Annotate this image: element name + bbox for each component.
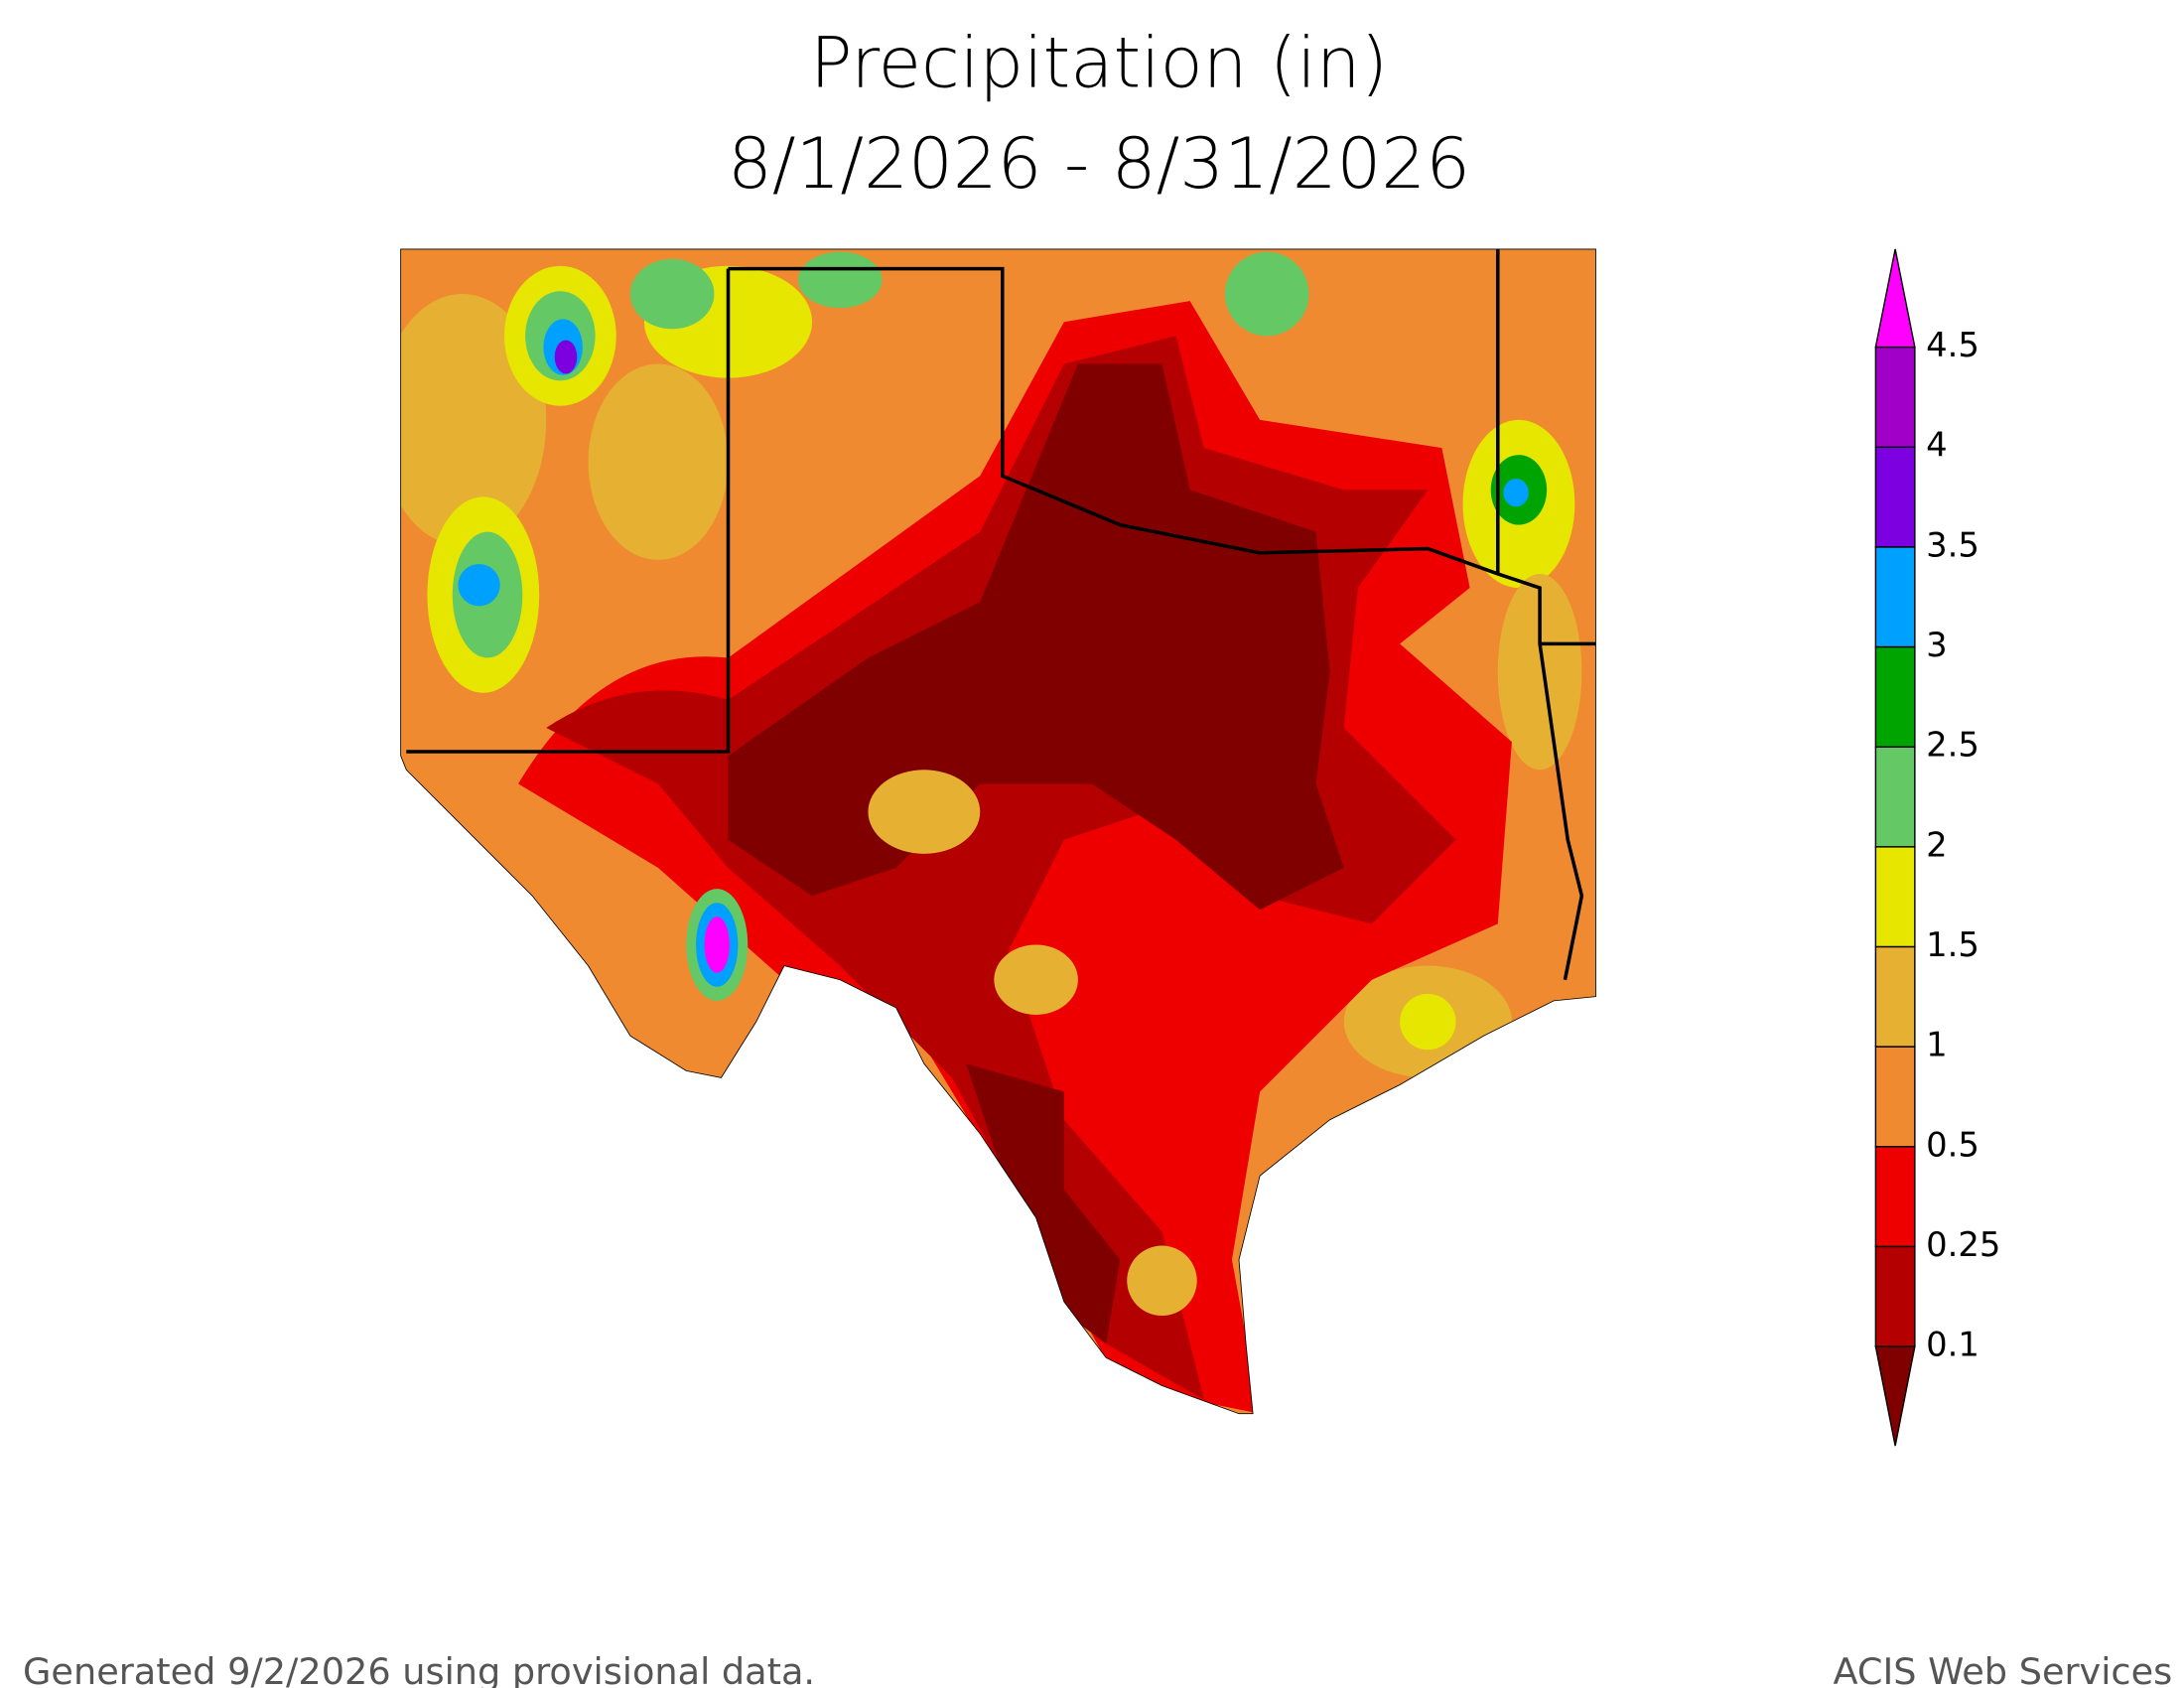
legend-swatch bbox=[1874, 446, 1916, 548]
legend-swatch bbox=[1874, 846, 1916, 948]
legend-swatch bbox=[1874, 1245, 1916, 1347]
legend-label: 1.5 bbox=[1926, 925, 1979, 964]
legend-swatch bbox=[1874, 945, 1916, 1048]
footer-left: Generated 9/2/2026 using provisional dat… bbox=[23, 1650, 815, 1688]
legend-swatch bbox=[1874, 546, 1916, 648]
legend-label: 2.5 bbox=[1926, 726, 1979, 765]
legend-label: 0.5 bbox=[1926, 1125, 1979, 1164]
legend-label: 2 bbox=[1926, 825, 1948, 864]
legend-label: 4 bbox=[1926, 426, 1948, 465]
legend-swatch bbox=[1874, 1146, 1916, 1248]
legend-label: 4.5 bbox=[1926, 326, 1979, 364]
legend-swatch bbox=[1874, 1046, 1916, 1148]
legend-label: 3 bbox=[1926, 626, 1948, 664]
precip-map bbox=[400, 248, 1596, 1414]
legend-label: 0.25 bbox=[1926, 1225, 2000, 1264]
footer-right: ACIS Web Services bbox=[1833, 1650, 2172, 1688]
legend-arrow-high bbox=[1874, 248, 1916, 349]
legend-label: 0.1 bbox=[1926, 1326, 1979, 1364]
title: Precipitation (in) bbox=[810, 22, 1388, 103]
legend-label: 1 bbox=[1926, 1026, 1948, 1064]
legend-arrow-low bbox=[1874, 1345, 1916, 1447]
boundaries bbox=[400, 248, 1596, 1415]
legend-swatch bbox=[1874, 645, 1916, 748]
legend-swatch bbox=[1874, 746, 1916, 848]
legend-swatch bbox=[1874, 346, 1916, 448]
legend-label: 3.5 bbox=[1926, 525, 1979, 564]
color-legend: 0.1 0.25 0.5 1 1.5 2 2.5 3 3.5 4 4.5 bbox=[1874, 248, 2000, 1447]
subtitle: 8/1/2026 - 8/31/2026 bbox=[728, 123, 1470, 205]
